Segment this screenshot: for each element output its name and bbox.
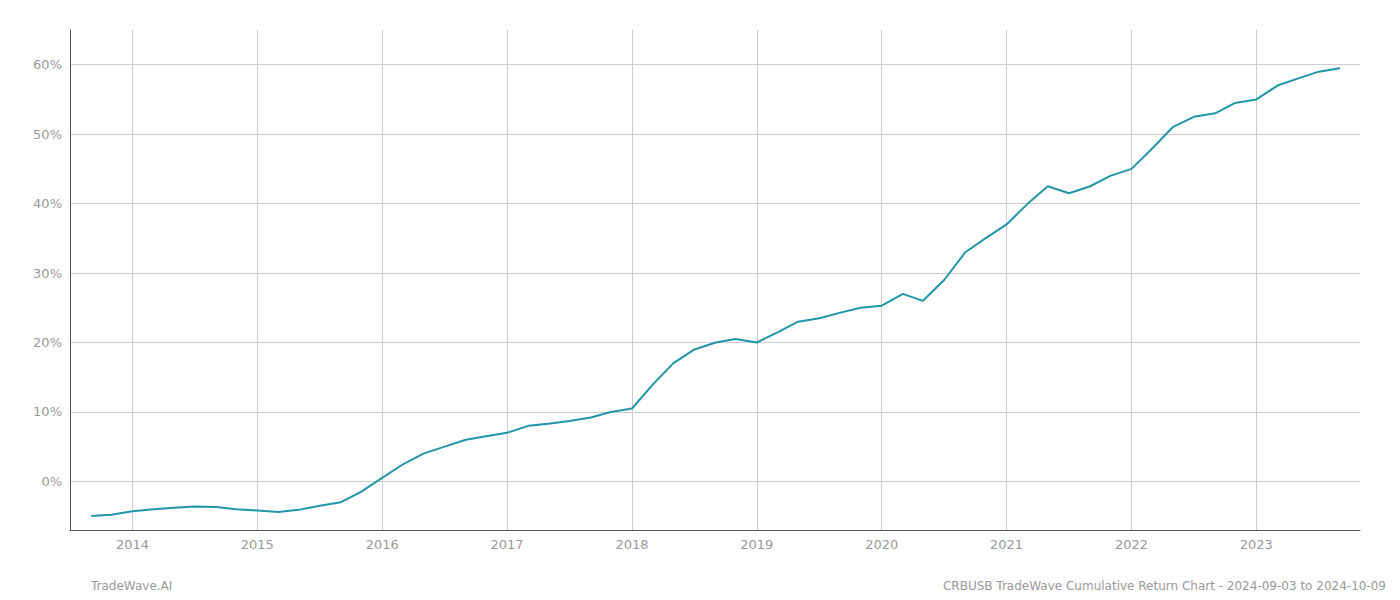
svg-text:2019: 2019 <box>740 537 773 552</box>
svg-text:2015: 2015 <box>241 537 274 552</box>
svg-text:10%: 10% <box>33 404 62 419</box>
svg-text:2022: 2022 <box>1115 537 1148 552</box>
svg-text:2017: 2017 <box>491 537 524 552</box>
svg-text:60%: 60% <box>33 57 62 72</box>
svg-text:TradeWave.AI: TradeWave.AI <box>90 579 172 593</box>
svg-text:2014: 2014 <box>116 537 149 552</box>
svg-text:20%: 20% <box>33 335 62 350</box>
svg-text:50%: 50% <box>33 127 62 142</box>
svg-text:2016: 2016 <box>366 537 399 552</box>
svg-text:2021: 2021 <box>990 537 1023 552</box>
svg-text:40%: 40% <box>33 196 62 211</box>
svg-text:2020: 2020 <box>865 537 898 552</box>
svg-text:30%: 30% <box>33 266 62 281</box>
svg-text:2023: 2023 <box>1240 537 1273 552</box>
svg-text:2018: 2018 <box>615 537 648 552</box>
svg-text:CRBUSB TradeWave Cumulative Re: CRBUSB TradeWave Cumulative Return Chart… <box>943 579 1386 593</box>
svg-text:0%: 0% <box>41 474 62 489</box>
